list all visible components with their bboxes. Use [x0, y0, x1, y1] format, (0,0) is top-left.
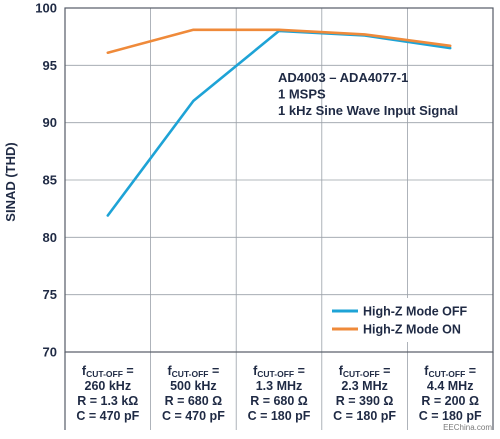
category-cutoff-label: fCUT-OFF = — [253, 364, 305, 379]
grid — [64, 7, 494, 430]
category-capacitance: C = 180 pF — [333, 409, 396, 423]
series-line — [106, 28, 452, 55]
category-resistance: R = 680 Ω — [165, 394, 223, 408]
y-tick-label: 75 — [43, 287, 57, 302]
annotation-line: AD4003 – ADA4077-1 — [278, 70, 408, 85]
y-axis-title: SINAD (THD) — [3, 142, 18, 221]
annotation-line: 1 kHz Sine Wave Input Signal — [278, 103, 458, 118]
category-resistance: R = 1.3 kΩ — [77, 394, 138, 408]
y-tick-label: 85 — [43, 173, 57, 188]
category-capacitance: C = 180 pF — [248, 409, 311, 423]
y-tick-labels: 70 75 80 85 90 95 100 — [35, 1, 57, 360]
category-cutoff-label: fCUT-OFF = — [82, 364, 134, 379]
category-cutoff-label: fCUT-OFF = — [168, 364, 220, 379]
category-resistance: R = 390 Ω — [336, 394, 394, 408]
legend-box — [328, 298, 490, 342]
category-capacitance: C = 180 pF — [419, 409, 482, 423]
category-capacitance: C = 470 pF — [76, 409, 139, 423]
category-cutoff-value: 1.3 MHz — [256, 379, 303, 393]
legend-label: High-Z Mode ON — [363, 323, 461, 337]
category-cutoff-value: 2.3 MHz — [341, 379, 388, 393]
series — [106, 28, 452, 217]
y-tick-label: 95 — [43, 58, 57, 73]
category-cutoff-label: fCUT-OFF = — [424, 364, 476, 379]
plot-frame — [64, 7, 494, 353]
category-cutoff-label: fCUT-OFF = — [339, 364, 391, 379]
y-tick-label: 90 — [43, 115, 57, 130]
watermark: EEChina.com — [443, 423, 492, 432]
y-tick-label: 100 — [35, 1, 57, 16]
y-tick-label: 80 — [43, 230, 57, 245]
category-cutoff-value: 260 kHz — [85, 379, 132, 393]
category-capacitance: C = 470 pF — [162, 409, 225, 423]
legend-label: High-Z Mode OFF — [363, 305, 468, 319]
series-line — [106, 29, 452, 217]
category-resistance: R = 200 Ω — [421, 394, 479, 408]
y-tick-label: 70 — [43, 345, 57, 360]
legend: High-Z Mode OFF High-Z Mode ON — [328, 298, 490, 342]
category-resistance: R = 680 Ω — [250, 394, 308, 408]
category-cutoff-value: 500 kHz — [170, 379, 217, 393]
category-cutoff-value: 4.4 MHz — [427, 379, 474, 393]
annotation-line: 1 MSPS — [278, 87, 326, 102]
